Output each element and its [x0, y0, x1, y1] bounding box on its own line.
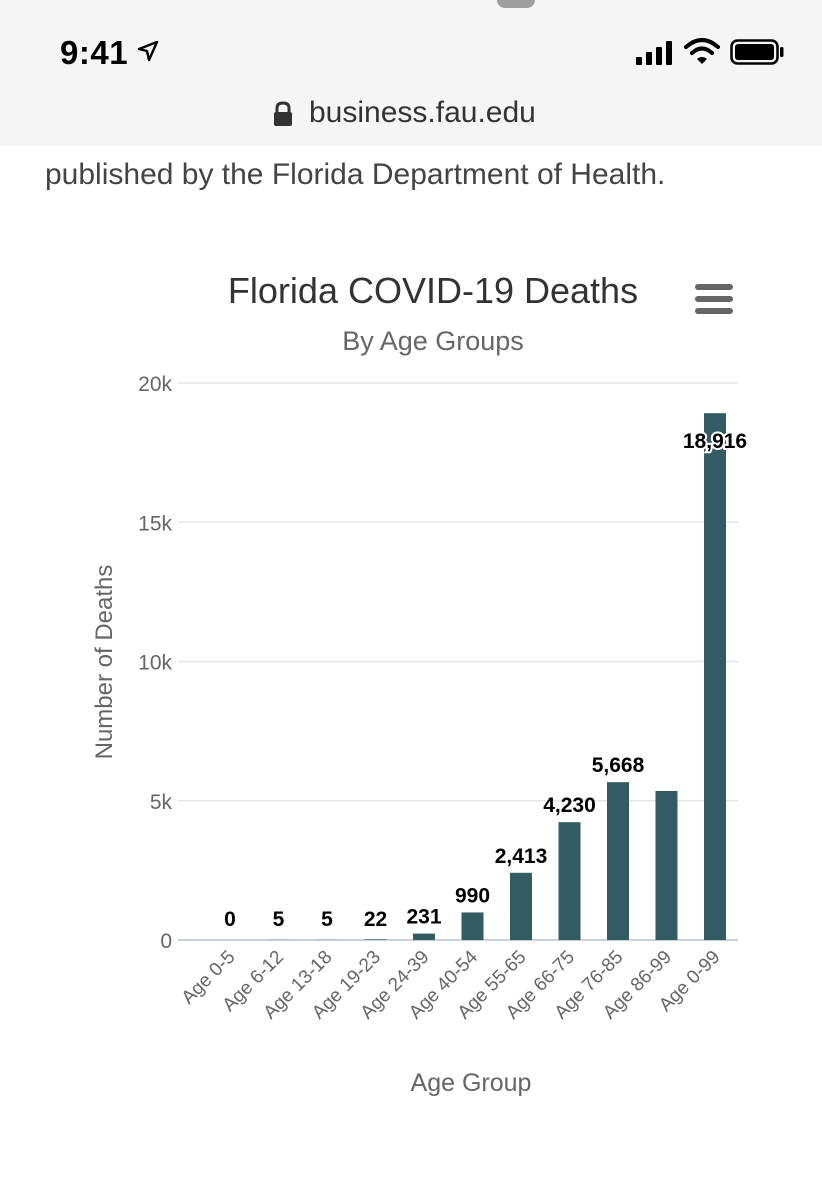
bar[interactable] [413, 933, 435, 940]
bar[interactable] [655, 791, 678, 940]
bar[interactable] [704, 413, 726, 940]
data-label: 4,230 [543, 794, 596, 817]
data-label: 231 [406, 906, 441, 929]
chart-subtitle: By Age Groups [342, 326, 524, 356]
x-axis-label: Age Group [411, 1069, 532, 1097]
cellular-signal-icon [636, 41, 672, 65]
chart-title: Florida COVID-19 Deaths [227, 270, 639, 311]
browser-top-bar: 9:41 business.fau.edu [0, 0, 822, 146]
address-bar-url[interactable]: business.fau.edu [309, 96, 536, 129]
data-label: 18,916 [683, 430, 747, 453]
bar[interactable] [510, 872, 532, 940]
bar[interactable] [364, 939, 387, 940]
data-label: 5 [273, 908, 285, 931]
data-label: 5 [321, 908, 333, 931]
wifi-icon [684, 38, 720, 64]
data-label: 990 [455, 884, 490, 907]
data-label: 5,668 [592, 754, 645, 777]
y-tick-label: 20k [138, 373, 172, 396]
y-tick-label: 10k [138, 652, 172, 675]
bars [267, 413, 726, 940]
y-tick-label: 15k [138, 512, 172, 535]
gridlines [178, 382, 738, 941]
location-arrow-icon [137, 40, 159, 62]
data-label: 2,413 [495, 845, 548, 868]
bar[interactable] [558, 822, 581, 940]
y-axis-label: Number of Deaths [91, 565, 118, 760]
hamburger-menu-icon[interactable] [693, 282, 735, 316]
y-tick-label: 5k [150, 791, 173, 814]
bar[interactable] [461, 912, 484, 940]
y-axis-ticks: 0 5k 10k 15k 20k [138, 373, 172, 953]
battery-icon [730, 39, 784, 65]
bar[interactable] [607, 782, 629, 940]
status-time: 9:41 [60, 34, 129, 71]
data-label: 0 [224, 908, 236, 931]
device-notch [497, 0, 535, 8]
y-tick-label: 0 [160, 930, 172, 953]
page-paragraph: published by the Florida Department of H… [45, 158, 666, 191]
lock-icon [274, 101, 292, 126]
data-label: 22 [364, 908, 387, 931]
